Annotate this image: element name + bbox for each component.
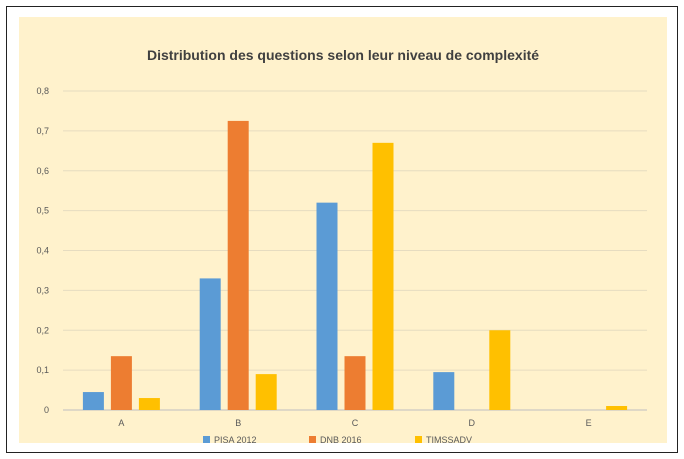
bar-C-series-2 xyxy=(344,356,366,410)
bar-A-series-3 xyxy=(138,398,160,410)
y-axis: 0 0,1 0,2 0,3 0,4 0,5 0,6 0,7 0,8 xyxy=(36,86,49,415)
bar-A-series-2 xyxy=(110,356,132,410)
y-tick-label: 0,7 xyxy=(36,126,49,136)
x-tick-label: C xyxy=(352,418,359,428)
bar-B-series-1 xyxy=(199,278,221,410)
bar-E-series-3 xyxy=(606,406,628,410)
y-tick-label: 0,8 xyxy=(36,86,49,96)
legend-swatch xyxy=(309,436,316,443)
y-tick-label: 0,6 xyxy=(36,166,49,176)
x-tick-label: D xyxy=(469,418,476,428)
y-tick-label: 0,5 xyxy=(36,206,49,216)
legend-label: PISA 2012 xyxy=(214,435,257,445)
y-tick-label: 0 xyxy=(44,405,49,415)
bar-C-series-3 xyxy=(372,142,394,410)
bars xyxy=(82,120,628,410)
legend-label: TIMSSADV xyxy=(426,435,472,445)
chart-frame: Distribution des questions selon leur ni… xyxy=(6,6,678,453)
chart-title: Distribution des questions selon leur ni… xyxy=(147,47,539,63)
bar-C-series-1 xyxy=(316,202,338,410)
x-tick-label: B xyxy=(235,418,241,428)
bar-B-series-3 xyxy=(255,374,277,410)
y-tick-label: 0,3 xyxy=(36,285,49,295)
legend: PISA 2012 DNB 2016 TIMSSADV xyxy=(203,435,472,445)
bar-D-series-3 xyxy=(489,330,511,410)
bar-D-series-1 xyxy=(433,372,455,410)
y-tick-label: 0,4 xyxy=(36,246,49,256)
bar-chart: Distribution des questions selon leur ni… xyxy=(19,17,667,445)
bar-B-series-2 xyxy=(227,120,249,410)
legend-swatch xyxy=(415,436,422,443)
legend-label: DNB 2016 xyxy=(320,435,362,445)
x-axis: A B C D E xyxy=(118,418,591,428)
y-tick-label: 0,2 xyxy=(36,325,49,335)
x-tick-label: A xyxy=(118,418,124,428)
y-tick-label: 0,1 xyxy=(36,365,49,375)
gridlines xyxy=(63,90,647,411)
legend-swatch xyxy=(203,436,210,443)
bar-A-series-1 xyxy=(82,392,104,410)
x-tick-label: E xyxy=(586,418,592,428)
